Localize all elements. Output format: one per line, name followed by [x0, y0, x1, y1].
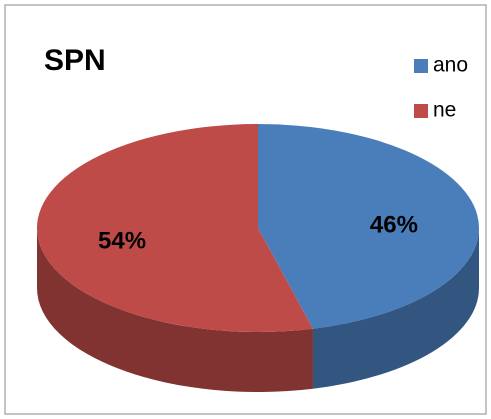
pie-slice [258, 124, 479, 329]
data-label: 54% [98, 227, 146, 254]
data-label: 46% [370, 211, 418, 238]
legend-swatch [414, 104, 428, 118]
legend-swatch [414, 59, 428, 73]
legend-label: ne [433, 99, 456, 122]
pie-slice-side [37, 228, 313, 392]
pie-slice [37, 124, 313, 332]
pie-slice-side [312, 228, 479, 389]
chart-title: SPN [44, 44, 106, 77]
legend-label: ano [433, 54, 468, 77]
